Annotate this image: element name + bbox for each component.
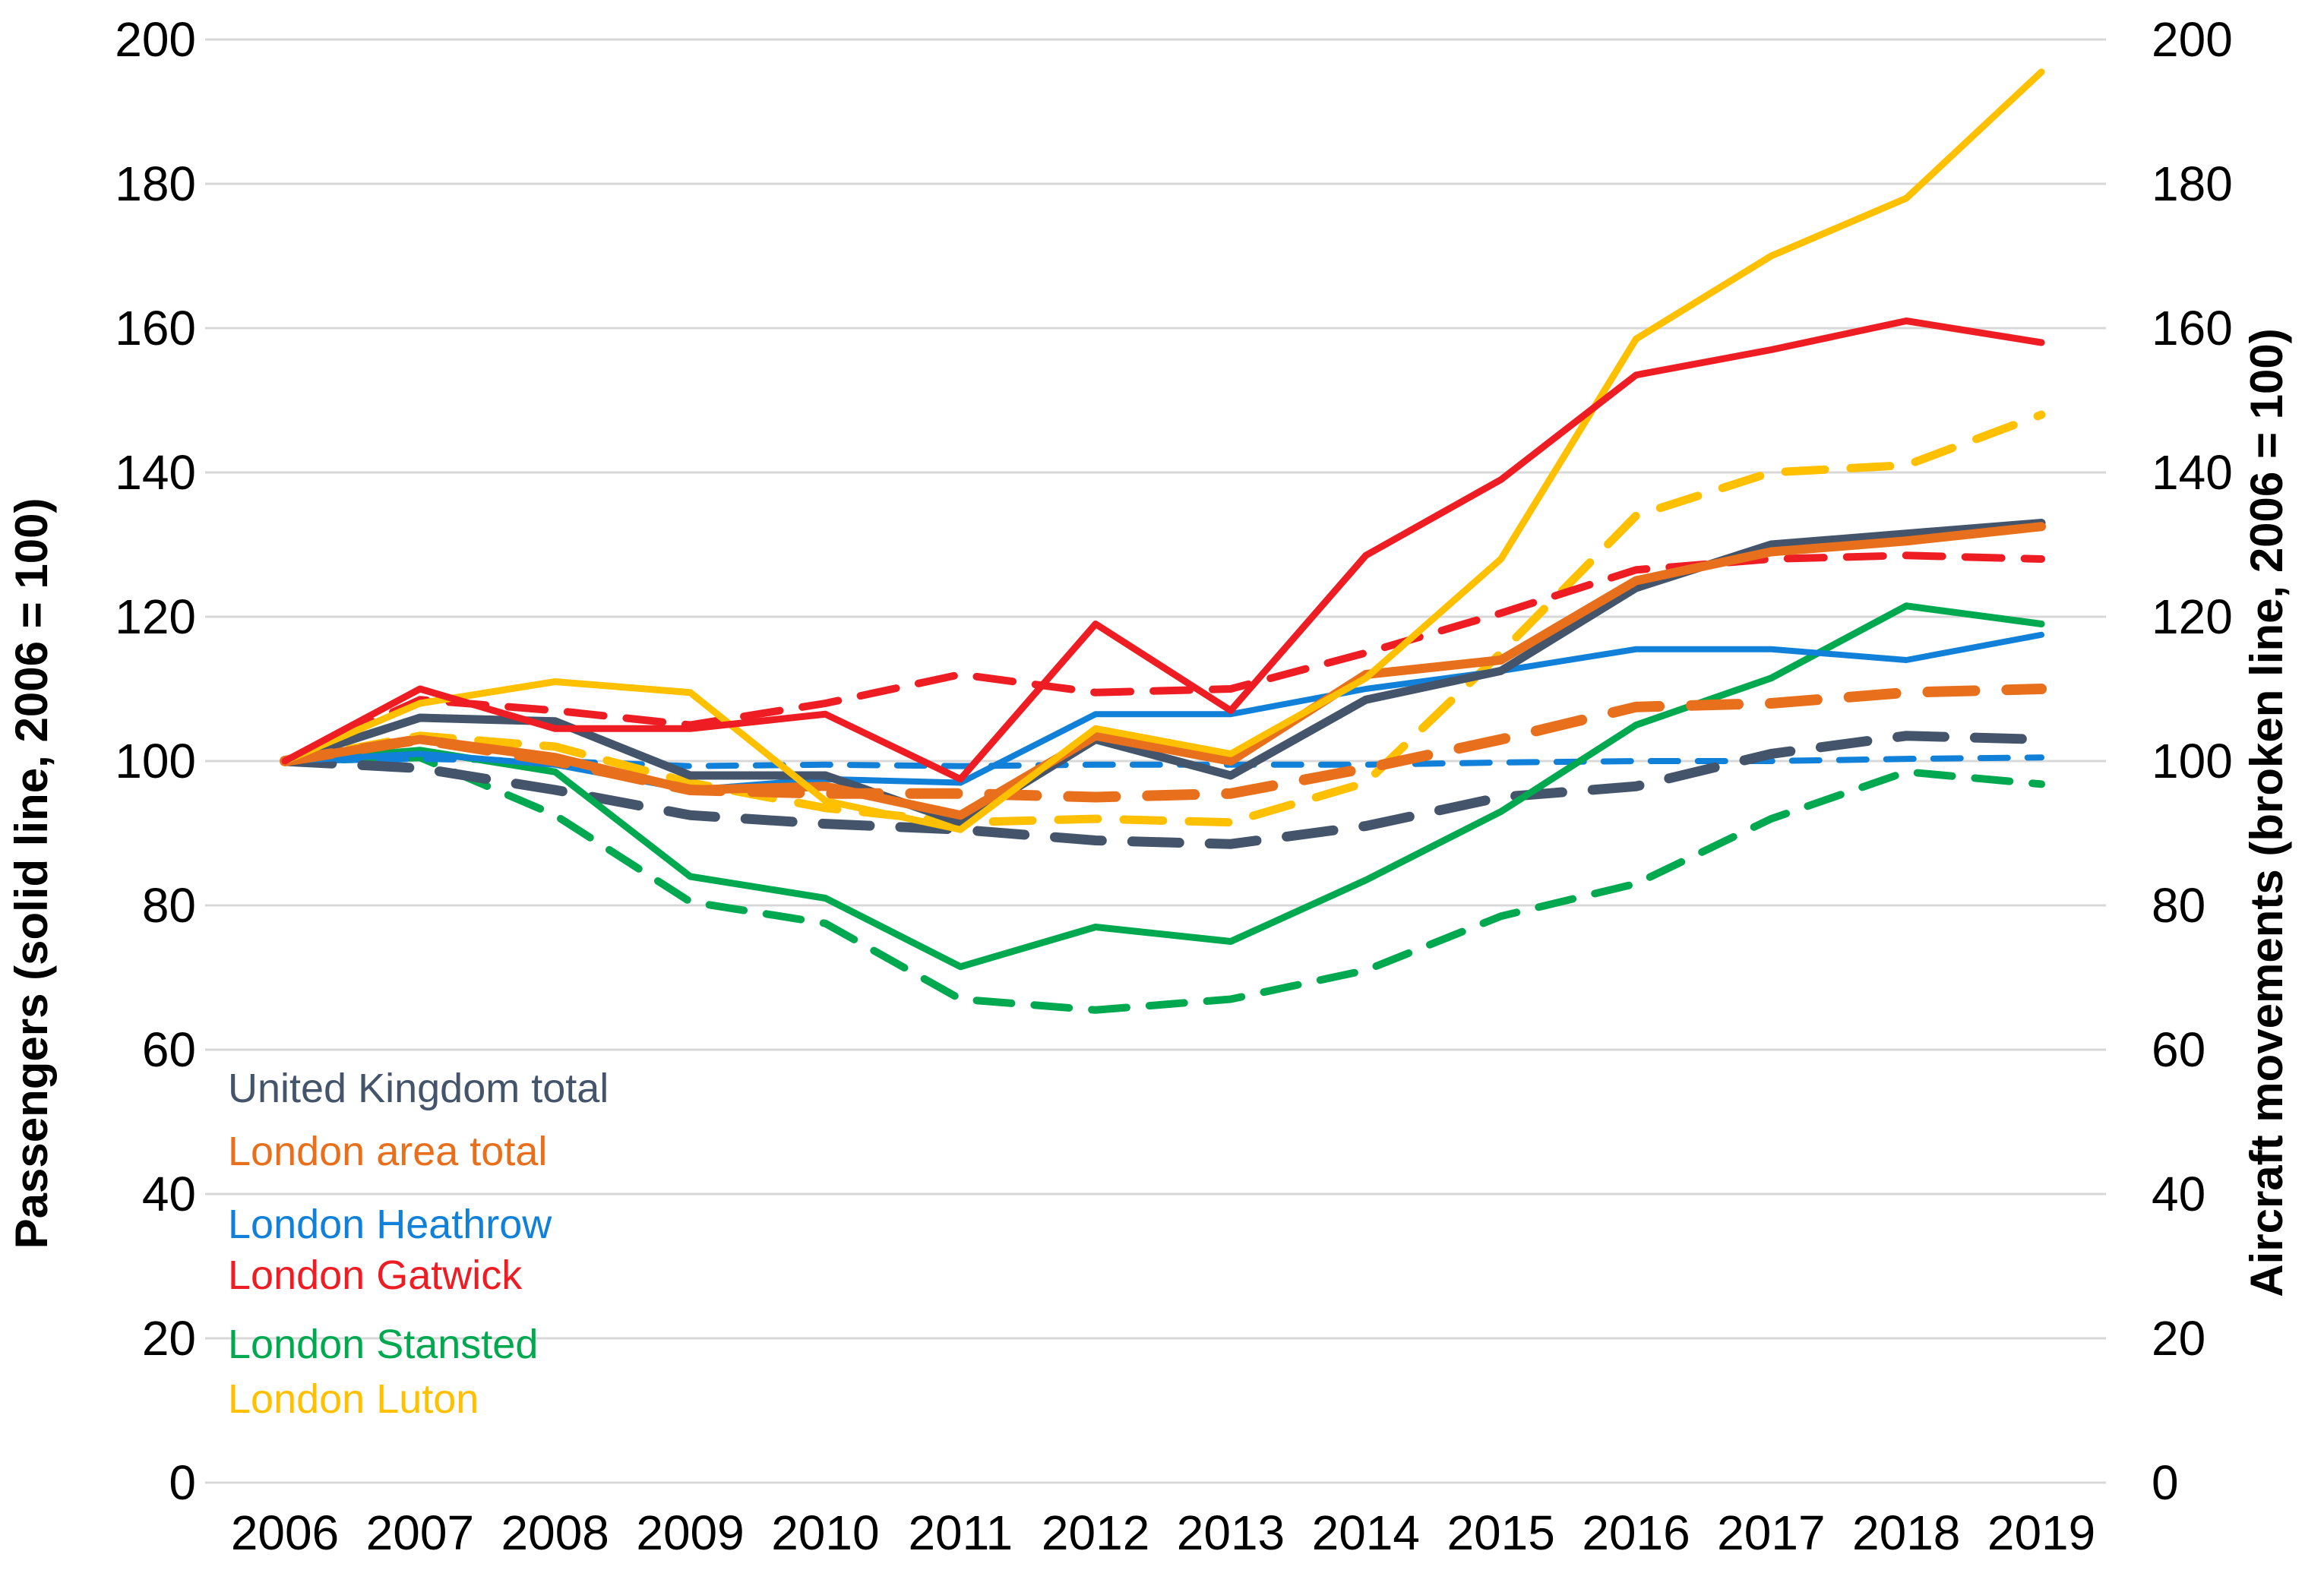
legend-item-london-luton: London Luton <box>228 1376 479 1422</box>
svg-text:160: 160 <box>2152 301 2233 355</box>
svg-text:2008: 2008 <box>501 1505 609 1560</box>
series-london-stansted-aircraft-movements <box>281 753 2046 1014</box>
legend-item-london-gatwick: London Gatwick <box>228 1252 523 1298</box>
series-london-gatwick-aircraft-movements <box>281 551 2046 765</box>
svg-text:100: 100 <box>2152 734 2233 788</box>
series-united-kingdom-total-aircraft-movements <box>280 731 2047 849</box>
svg-text:180: 180 <box>2152 156 2233 211</box>
y-axis-title-right: Aircraft movements (broken line, 2006 = … <box>2241 328 2292 1297</box>
series-london-stansted-passengers <box>281 602 2045 971</box>
x-axis-ticks: 2006 2007 2008 2009 2010 2011 2012 2013 2014 2015… <box>231 1505 2095 1560</box>
svg-text:0: 0 <box>169 1455 196 1510</box>
svg-text:80: 80 <box>2152 878 2205 933</box>
svg-text:20: 20 <box>142 1311 196 1366</box>
svg-text:60: 60 <box>2152 1022 2205 1077</box>
svg-text:60: 60 <box>142 1022 196 1077</box>
svg-text:180: 180 <box>115 156 196 211</box>
svg-text:100: 100 <box>115 734 196 788</box>
series-lines <box>280 68 2047 1014</box>
svg-text:2016: 2016 <box>1582 1505 1690 1560</box>
series-london-gatwick-passengers <box>281 317 2045 783</box>
svg-text:2018: 2018 <box>1852 1505 1960 1560</box>
svg-text:160: 160 <box>115 301 196 355</box>
svg-text:120: 120 <box>115 589 196 644</box>
svg-text:2010: 2010 <box>771 1505 879 1560</box>
legend-item-london-stansted: London Stansted <box>228 1322 538 1367</box>
svg-text:200: 200 <box>2152 12 2233 67</box>
svg-text:2007: 2007 <box>366 1505 474 1560</box>
svg-text:40: 40 <box>2152 1167 2205 1221</box>
legend: United Kingdom total London area total L… <box>228 1066 609 1422</box>
y-axis-ticks-right: 0 20 40 60 80 100 120 140 160 180 200 <box>2152 12 2233 1510</box>
svg-text:2006: 2006 <box>231 1505 339 1560</box>
series-london-heathrow-passengers <box>282 631 2045 793</box>
svg-text:2017: 2017 <box>1717 1505 1825 1560</box>
series-london-area-total-aircraft-movements <box>280 684 2047 803</box>
svg-text:40: 40 <box>142 1167 196 1221</box>
svg-text:120: 120 <box>2152 589 2233 644</box>
svg-text:2014: 2014 <box>1312 1505 1420 1560</box>
svg-text:2013: 2013 <box>1177 1505 1285 1560</box>
series-london-area-total-passengers <box>280 522 2047 820</box>
svg-text:2015: 2015 <box>1447 1505 1554 1560</box>
svg-text:200: 200 <box>115 12 196 67</box>
svg-text:2009: 2009 <box>636 1505 744 1560</box>
svg-text:2011: 2011 <box>908 1505 1013 1560</box>
svg-text:140: 140 <box>115 445 196 500</box>
legend-item-london-heathrow: London Heathrow <box>228 1202 552 1247</box>
series-london-luton-aircraft-movements <box>280 410 2046 827</box>
svg-text:20: 20 <box>2152 1311 2205 1366</box>
legend-item-london-area-total: London area total <box>228 1129 547 1174</box>
svg-text:0: 0 <box>2152 1455 2179 1510</box>
series-london-luton-passengers <box>281 68 2045 833</box>
y-axis-ticks-left: 0 20 40 60 80 100 120 140 160 180 200 <box>115 12 196 1510</box>
legend-item-united-kingdom-total: United Kingdom total <box>228 1066 609 1111</box>
svg-text:80: 80 <box>142 878 196 933</box>
svg-text:140: 140 <box>2152 445 2233 500</box>
svg-text:2012: 2012 <box>1042 1505 1149 1560</box>
svg-text:2019: 2019 <box>1987 1505 2095 1560</box>
y-axis-title-left: Passengers (solid line, 2006 = 100) <box>6 498 57 1249</box>
